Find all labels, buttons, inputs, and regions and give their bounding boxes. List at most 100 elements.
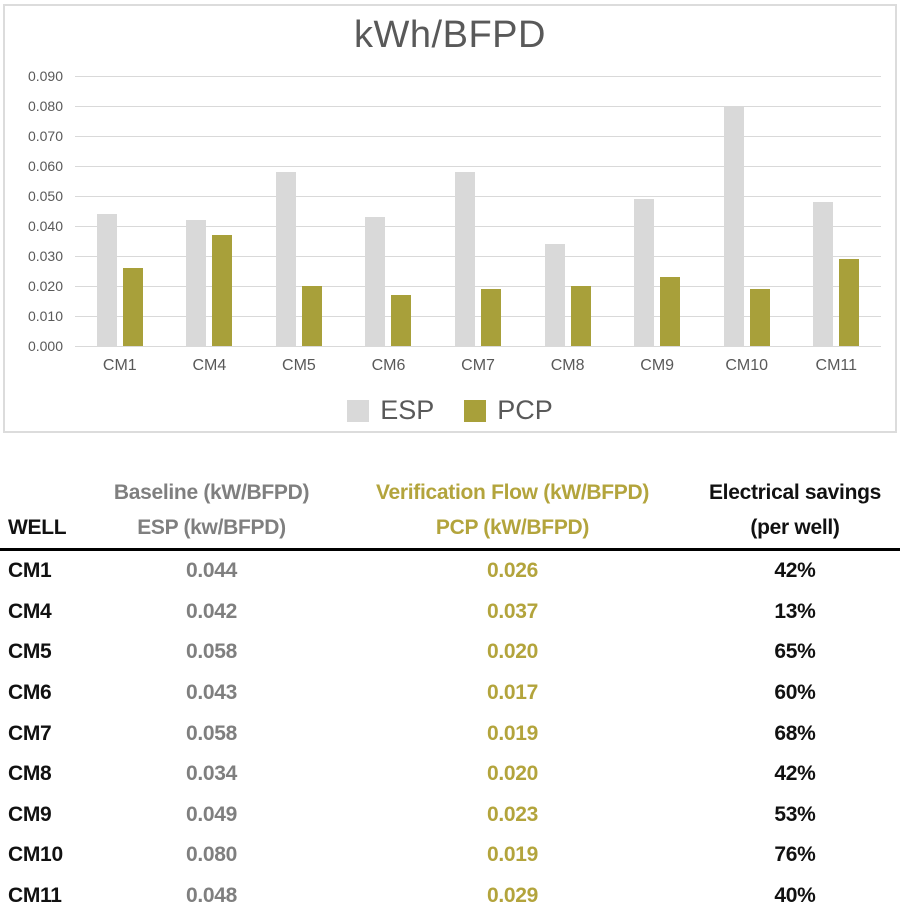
esp-bar bbox=[634, 199, 655, 346]
cell-esp: 0.048 bbox=[185, 884, 238, 908]
cell-savings: 53% bbox=[774, 802, 816, 826]
pcp-bar bbox=[301, 286, 322, 346]
column-header-pcp-label: PCP (kW/BFPD) bbox=[435, 516, 590, 539]
cell-esp: 0.049 bbox=[185, 802, 238, 826]
x-tick-label: CM6 bbox=[371, 357, 406, 374]
x-axis: CM1 CM4 CM5 CM6 CM7 CM8 CM9 CM10 CM11 bbox=[75, 357, 881, 375]
cell-well: CM10 bbox=[8, 843, 63, 867]
x-tick-label: CM1 bbox=[102, 357, 137, 374]
table-row: CM7 0.058 0.019 68% bbox=[0, 713, 900, 754]
gridline bbox=[75, 196, 881, 197]
cell-savings: 65% bbox=[774, 640, 816, 664]
legend-swatch-pcp bbox=[464, 399, 487, 422]
cell-pcp: 0.020 bbox=[486, 762, 539, 786]
table-row: CM6 0.043 0.017 60% bbox=[0, 673, 900, 714]
pcp-bar bbox=[391, 295, 412, 346]
cell-savings: 68% bbox=[774, 721, 816, 745]
legend-label: PCP bbox=[497, 395, 553, 425]
y-tick-label: 0.070 bbox=[27, 128, 63, 144]
cell-well: CM5 bbox=[8, 640, 52, 664]
esp-bar bbox=[723, 106, 744, 346]
cell-well: CM6 bbox=[8, 681, 52, 705]
column-header-baseline-esp: Baseline (kW/BFPD) ESP (kw/BFPD) bbox=[88, 478, 335, 548]
y-tick-label: 0.000 bbox=[27, 338, 63, 354]
column-header-verification-label: Verification Flow (kW/BFPD) bbox=[375, 481, 650, 504]
column-header-baseline-label: Baseline (kW/BFPD) bbox=[113, 481, 310, 504]
gridline bbox=[75, 286, 881, 287]
cell-well: CM8 bbox=[8, 762, 52, 786]
esp-bar bbox=[96, 214, 117, 346]
cell-esp: 0.043 bbox=[185, 681, 238, 705]
chart-title: kWh/BFPD bbox=[354, 14, 546, 56]
cell-savings: 42% bbox=[774, 559, 816, 583]
column-header-savings-label: Electrical savings bbox=[708, 481, 882, 504]
legend-item-esp: ESP bbox=[347, 395, 434, 426]
cell-pcp: 0.037 bbox=[486, 599, 539, 623]
cell-well: CM1 bbox=[8, 559, 52, 583]
column-header-perwell-label: (per well) bbox=[750, 516, 840, 539]
bar-group bbox=[792, 76, 882, 346]
gridline bbox=[75, 136, 881, 137]
column-header-verification-pcp: Verification Flow (kW/BFPD) PCP (kW/BFPD… bbox=[335, 478, 690, 548]
pcp-bar bbox=[570, 286, 591, 346]
y-tick-label: 0.020 bbox=[27, 278, 63, 294]
gridline bbox=[75, 166, 881, 167]
bar-group bbox=[344, 76, 434, 346]
bar-group bbox=[254, 76, 344, 346]
well-savings-table: WELL Baseline (kW/BFPD) ESP (kw/BFPD) Ve… bbox=[0, 478, 900, 916]
bar-group bbox=[612, 76, 702, 346]
x-tick-label: CM10 bbox=[725, 357, 769, 374]
esp-bar bbox=[813, 202, 834, 346]
gridline bbox=[75, 346, 881, 347]
cell-esp: 0.034 bbox=[185, 762, 238, 786]
esp-bar bbox=[186, 220, 207, 346]
bar-group bbox=[433, 76, 523, 346]
x-tick-label: CM9 bbox=[640, 357, 675, 374]
cell-esp: 0.044 bbox=[185, 559, 238, 583]
y-tick-label: 0.080 bbox=[27, 98, 63, 114]
esp-bar bbox=[275, 172, 296, 346]
table-row: CM1 0.044 0.026 42% bbox=[0, 551, 900, 592]
cell-well: CM7 bbox=[8, 721, 52, 745]
x-tick-label: CM8 bbox=[550, 357, 585, 374]
cell-pcp: 0.019 bbox=[486, 843, 539, 867]
column-header-well: WELL bbox=[0, 478, 88, 548]
column-header-esp-label: ESP (kw/BFPD) bbox=[137, 516, 286, 539]
bar-group bbox=[702, 76, 792, 346]
x-tick-label: CM7 bbox=[461, 357, 495, 374]
cell-esp: 0.080 bbox=[185, 843, 238, 867]
well-table-body: CM1 0.044 0.026 42% CM4 0.042 0.037 13% CM5 0.058… bbox=[0, 551, 900, 916]
cell-savings: 60% bbox=[774, 681, 816, 705]
cell-savings: 76% bbox=[774, 843, 816, 867]
legend-item-pcp: PCP bbox=[464, 395, 553, 426]
table-row: CM5 0.058 0.020 65% bbox=[0, 632, 900, 673]
legend: ESP PCP bbox=[5, 395, 895, 426]
cell-well: CM11 bbox=[8, 884, 62, 908]
table-row: CM9 0.049 0.023 53% bbox=[0, 795, 900, 836]
pcp-bar bbox=[212, 235, 233, 346]
cell-pcp: 0.017 bbox=[486, 681, 539, 705]
y-tick-label: 0.030 bbox=[27, 248, 63, 264]
pcp-bar bbox=[839, 259, 860, 346]
pcp-bar bbox=[481, 289, 502, 346]
table-row: CM11 0.048 0.029 40% bbox=[0, 876, 900, 916]
pcp-bar bbox=[660, 277, 681, 346]
cell-pcp: 0.019 bbox=[486, 721, 539, 745]
x-tick-label: CM5 bbox=[282, 357, 316, 374]
y-tick-label: 0.050 bbox=[27, 188, 63, 204]
column-header-well-label: WELL bbox=[8, 516, 67, 539]
cell-pcp: 0.029 bbox=[486, 884, 539, 908]
bar-group bbox=[75, 76, 165, 346]
pcp-bar bbox=[749, 289, 770, 346]
cell-savings: 40% bbox=[774, 884, 816, 908]
cell-esp: 0.058 bbox=[185, 640, 238, 664]
cell-esp: 0.042 bbox=[185, 599, 238, 623]
table-row: CM8 0.034 0.020 42% bbox=[0, 754, 900, 795]
y-tick-label: 0.040 bbox=[27, 218, 63, 234]
gridline bbox=[75, 106, 881, 107]
column-header-savings: Electrical savings (per well) bbox=[690, 478, 900, 548]
cell-pcp: 0.023 bbox=[486, 802, 539, 826]
pcp-bar bbox=[122, 268, 143, 346]
x-tick-label: CM11 bbox=[815, 357, 858, 374]
gridline bbox=[75, 316, 881, 317]
